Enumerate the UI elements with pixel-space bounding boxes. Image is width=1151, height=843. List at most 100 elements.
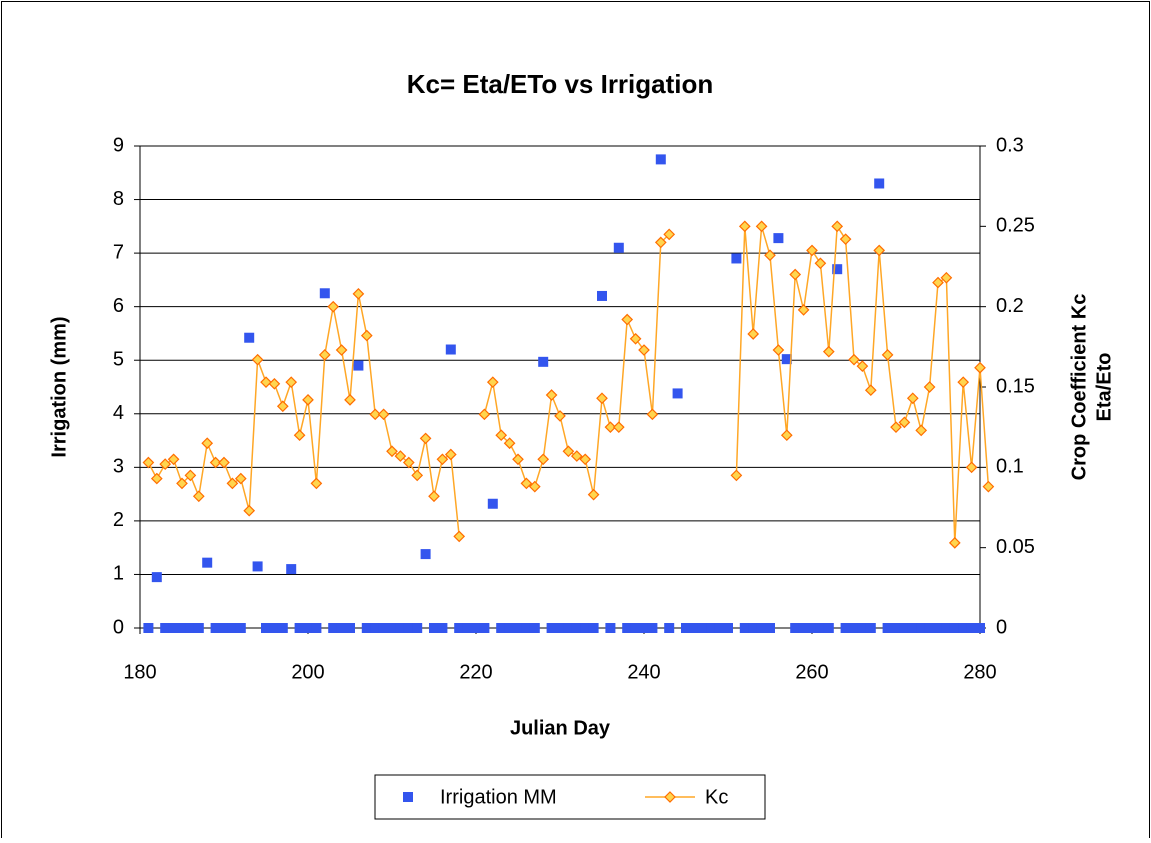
kc-point <box>478 408 491 421</box>
irrigation-point <box>975 623 985 633</box>
irrigation-point <box>496 623 507 633</box>
kc-point <box>302 394 314 406</box>
irrigation-point <box>949 623 960 633</box>
kc-point <box>495 429 508 442</box>
irrigation-point <box>202 557 213 568</box>
kc-point <box>436 453 449 466</box>
kc-point <box>428 490 440 503</box>
irrigation-point <box>907 623 918 633</box>
kc-point <box>814 257 827 270</box>
kc-point <box>201 437 214 450</box>
irrigation-point <box>672 388 683 399</box>
y-tick-label: 2 <box>113 509 124 531</box>
kc-point <box>285 376 298 389</box>
y-tick-label: 4 <box>113 402 124 424</box>
irrigation-point <box>445 344 456 355</box>
irrigation-point <box>689 623 700 633</box>
irrigation-point <box>823 623 834 633</box>
kc-point <box>293 429 306 442</box>
x-tick-label: 200 <box>291 661 324 683</box>
y2-tick-label: 0.25 <box>996 215 1035 237</box>
irrigation-point <box>185 623 196 633</box>
kc-point <box>243 504 256 517</box>
irrigation-point <box>580 623 591 633</box>
kc-point <box>142 456 155 469</box>
irrigation-point <box>815 623 826 633</box>
irrigation-point <box>227 623 238 633</box>
kc-point <box>444 448 457 461</box>
y2-axis-label: Crop Coefficient Kc <box>1068 294 1090 481</box>
irrigation-point <box>244 332 255 343</box>
irrigation-point <box>361 623 372 633</box>
kc-point <box>251 353 264 366</box>
kc-point <box>318 349 331 361</box>
y-tick-label: 9 <box>113 134 124 156</box>
irrigation-point <box>916 623 927 633</box>
irrigation-point <box>865 623 876 633</box>
y-tick-label: 1 <box>113 563 124 585</box>
irrigation-point <box>420 549 431 560</box>
kc-point <box>856 360 869 372</box>
kc-point <box>755 220 768 233</box>
kc-point <box>906 392 919 405</box>
kc-point <box>512 453 524 466</box>
kc-point <box>234 472 247 485</box>
kc-point <box>747 328 760 340</box>
kc-point <box>957 376 970 389</box>
irrigation-point <box>487 498 498 509</box>
kc-point <box>419 432 432 445</box>
irrigation-point <box>605 623 616 633</box>
irrigation-point <box>353 360 364 371</box>
irrigation-point <box>160 623 171 633</box>
kc-point <box>982 480 995 493</box>
irrigation-point <box>781 354 792 365</box>
y2-tick-label: 0.2 <box>996 295 1024 317</box>
kc-point <box>327 300 340 313</box>
irrigation-point <box>336 623 347 633</box>
y-tick-label: 6 <box>113 295 124 317</box>
kc-point <box>276 400 289 413</box>
irrigation-point <box>387 623 397 633</box>
kc-point <box>377 408 390 421</box>
irrigation-point <box>807 623 817 633</box>
kc-point <box>545 389 558 401</box>
kc-point <box>663 228 676 241</box>
irrigation-point <box>143 623 154 633</box>
irrigation-point <box>697 623 708 633</box>
irrigation-point <box>529 623 540 633</box>
irrigation-point <box>681 623 691 633</box>
irrigation-point <box>471 623 481 633</box>
x-tick-label: 180 <box>123 661 156 683</box>
irrigation-point <box>370 623 381 633</box>
kc-point <box>621 313 634 326</box>
y2-tick-label: 0.15 <box>996 375 1035 397</box>
irrigation-point <box>840 623 851 633</box>
kc-point <box>159 458 172 470</box>
x-tick-label: 260 <box>795 661 828 683</box>
irrigation-point <box>588 623 599 633</box>
irrigation-point <box>790 623 801 633</box>
kc-point <box>167 453 180 466</box>
irrigation-point <box>941 623 952 633</box>
irrigation-point <box>874 178 885 189</box>
kc-point <box>520 477 533 490</box>
irrigation-point <box>294 623 305 633</box>
kc-point <box>226 477 239 490</box>
irrigation-point <box>832 264 843 275</box>
kc-point <box>789 268 802 281</box>
irrigation-point <box>765 623 775 633</box>
kc-point <box>579 453 592 466</box>
irrigation-point <box>630 623 641 633</box>
kc-point <box>797 304 810 316</box>
kc-point <box>453 530 466 543</box>
irrigation-point <box>210 623 221 633</box>
x-tick-label: 280 <box>963 661 996 683</box>
y2-tick-label: 0.3 <box>996 134 1024 156</box>
kc-point <box>654 236 667 249</box>
kc-point <box>503 437 516 450</box>
kc-point <box>562 445 575 458</box>
kc-point <box>738 220 751 233</box>
kc-point <box>948 536 961 549</box>
irrigation-point <box>714 623 725 633</box>
